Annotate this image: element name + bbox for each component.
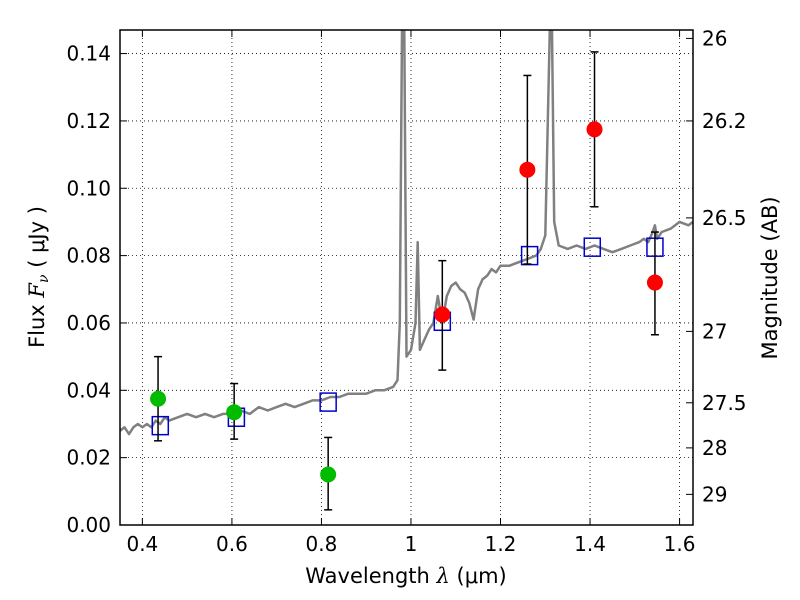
axis-ticks: 0.4 0.6 0.8 1 1.2 1.4 1.6 0.00 0.02 0.04 0.06 0.08 0… <box>66 26 746 556</box>
flux-point <box>150 390 167 407</box>
plot-frame <box>119 29 694 526</box>
y-tick-label: 0.08 <box>66 244 111 268</box>
y-tick-label: 0.02 <box>66 446 111 470</box>
x-axis-label: Wavelength λ (μm) <box>305 564 506 588</box>
flux-point <box>519 161 536 178</box>
flux-point <box>320 466 337 483</box>
grid-lines <box>120 30 693 526</box>
x-tick-label: 0.6 <box>216 532 248 556</box>
mag-tick-label: 26.5 <box>702 206 747 230</box>
mag-tick-label: 28 <box>702 436 727 460</box>
flux-point <box>646 274 663 291</box>
x-tick-label: 1.4 <box>574 532 606 556</box>
y-tick-label: 0.14 <box>66 42 111 66</box>
x-tick-label: 1 <box>405 532 418 556</box>
model-photometry-square <box>151 415 170 436</box>
y-tick-label: 0.06 <box>66 311 111 335</box>
y2-axis-label: Magnitude (AB) <box>758 196 782 359</box>
mag-tick-label: 26.2 <box>702 109 747 133</box>
mag-tick-label: 27 <box>702 319 727 343</box>
y-tick-label: 0.04 <box>66 378 111 402</box>
x-tick-label: 1.6 <box>664 532 696 556</box>
mag-tick-label: 27.5 <box>702 391 747 415</box>
y-tick-label: 0.00 <box>66 513 111 537</box>
model-photometry-square <box>583 237 602 257</box>
spectrum-line <box>120 30 693 436</box>
mag-tick-label: 26 <box>702 26 727 50</box>
flux-point <box>434 306 451 323</box>
flux-point <box>586 121 603 138</box>
model-photometry-square <box>319 392 337 412</box>
plot-area <box>120 30 693 511</box>
x-tick-label: 0.4 <box>126 532 158 556</box>
flux-point <box>226 404 243 421</box>
mag-tick-label: 29 <box>702 482 727 506</box>
y-tick-label: 0.10 <box>66 176 111 200</box>
y-tick-label: 0.12 <box>66 109 111 133</box>
y-axis-label: Flux Fν ( μJy ) <box>25 206 52 348</box>
x-tick-label: 1.2 <box>485 532 517 556</box>
x-tick-label: 0.8 <box>306 532 338 556</box>
